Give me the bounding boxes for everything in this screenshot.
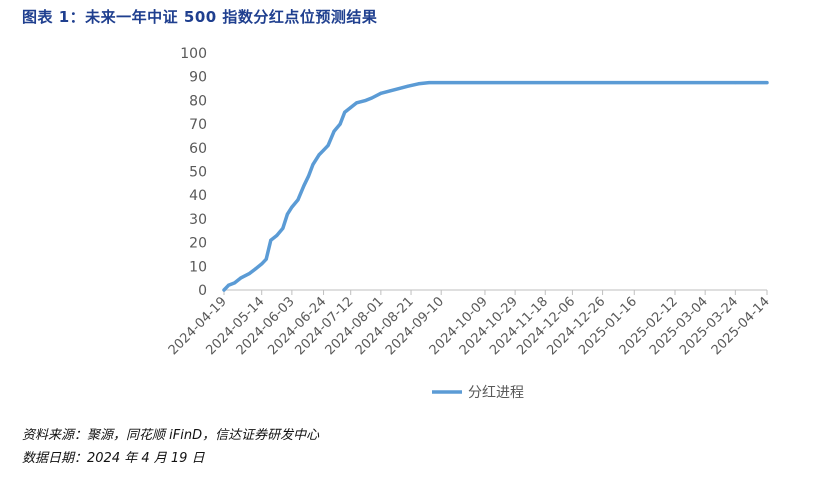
data-point [222, 288, 226, 292]
data-point [364, 98, 368, 102]
data-point [296, 198, 300, 202]
data-point [370, 96, 374, 100]
data-point [417, 82, 421, 86]
data-point [227, 283, 231, 287]
y-tick-label: 50 [189, 165, 207, 181]
y-tick-label: 70 [189, 117, 207, 133]
data-point [311, 162, 315, 166]
data-point [317, 153, 321, 157]
y-tick-label: 0 [198, 283, 207, 299]
plot-area [222, 80, 769, 292]
data-point [248, 271, 252, 275]
y-tick-label: 100 [180, 46, 207, 62]
y-tick-label: 40 [189, 188, 207, 204]
data-point [355, 101, 359, 105]
data-point [239, 276, 243, 280]
data-point [388, 89, 392, 93]
data-point [765, 81, 769, 85]
data-point [343, 110, 347, 114]
data-point [326, 143, 330, 147]
y-tick-label: 90 [189, 70, 207, 86]
source-note: 资料来源：聚源，同花顺 iFinD，信达证券研发中心 [22, 428, 320, 443]
y-tick-label: 10 [189, 259, 207, 275]
data-point [264, 257, 268, 261]
data-point [349, 106, 353, 110]
data-point [733, 81, 737, 85]
data-point [233, 281, 237, 285]
line-chart: 0 10 20 30 40 50 60 70 80 90 100 2024-04-192024-05… [166, 46, 773, 401]
y-tick-label: 80 [189, 93, 207, 109]
data-point [379, 91, 383, 95]
data-point [322, 148, 326, 152]
data-point [302, 184, 306, 188]
data-point [281, 226, 285, 230]
data-point [275, 233, 279, 237]
x-axis: 2024-04-192024-05-142024-06-032024-06-24… [166, 289, 773, 358]
data-point [406, 84, 410, 88]
data-point [285, 212, 289, 216]
y-tick-label: 30 [189, 212, 207, 228]
data-point [260, 262, 264, 266]
y-axis: 0 10 20 30 40 50 60 70 80 90 100 [180, 46, 207, 299]
data-point [397, 87, 401, 91]
y-tick-label: 60 [189, 141, 207, 157]
data-point [427, 81, 431, 85]
y-tick-label: 20 [189, 236, 207, 252]
data-point [332, 129, 336, 133]
data-date-note: 数据日期：2024 年 4 月 19 日 [22, 451, 205, 466]
series-line [222, 80, 769, 292]
data-point [290, 205, 294, 209]
data-point [338, 122, 342, 126]
legend-label: 分红进程 [468, 385, 524, 401]
data-point [269, 238, 273, 242]
chart-title: 图表 1：未来一年中证 500 指数分红点位预测结果 [22, 8, 378, 26]
data-point [254, 267, 258, 271]
legend: 分红进程 [432, 385, 524, 401]
data-point [306, 174, 310, 178]
